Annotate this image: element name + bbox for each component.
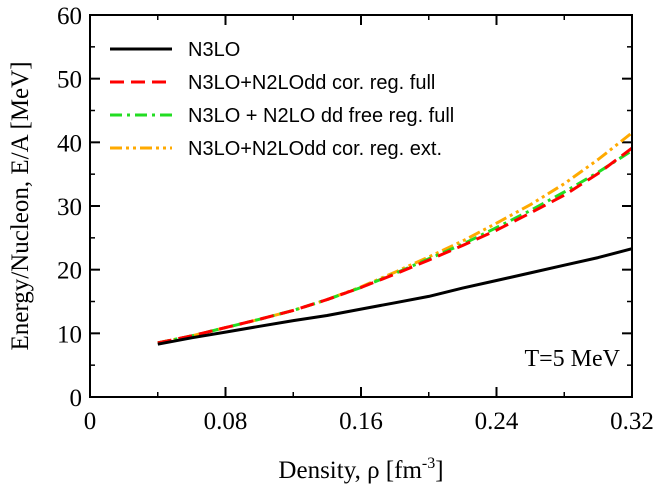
series-line-1 (157, 247, 633, 346)
x-tick-label: 0.16 (339, 408, 383, 435)
temperature-annotation: T=5 MeV (524, 346, 620, 372)
legend-label-4: N3LO+N2LOdd cor. reg. ext. (188, 138, 442, 160)
legend-label-3: N3LO + N2LO dd free reg. full (188, 105, 454, 127)
series-lines (157, 131, 633, 346)
y-tick-label: 50 (57, 67, 82, 94)
y-tick-label: 20 (57, 258, 82, 285)
x-tick-label: 0 (84, 408, 97, 435)
y-tick-label: 60 (57, 3, 82, 30)
legend: N3LO N3LO+N2LOdd cor. reg. full N3LO + N2L… (110, 39, 454, 160)
series-line-2 (157, 146, 633, 345)
x-tick-label: 0.24 (475, 408, 519, 435)
series-line-3 (157, 149, 633, 345)
y-tick-label: 30 (57, 194, 82, 221)
tick-labels: 0 0.08 0.16 0.24 0.32 0 10 20 30 40 50 60 (57, 3, 654, 435)
x-axis-label: Density, ρ [fm-3] (278, 455, 443, 484)
x-tick-label: 0.08 (204, 408, 248, 435)
y-axis-label: Energy/Nucleon, E/A [MeV] (7, 61, 34, 350)
x-tick-label: 0.32 (610, 408, 654, 435)
legend-label-1: N3LO (188, 39, 240, 61)
plot-frame (89, 14, 633, 398)
series-line-4 (157, 131, 633, 345)
y-tick-label: 0 (70, 385, 83, 412)
legend-label-2: N3LO+N2LOdd cor. reg. full (188, 72, 435, 94)
y-tick-label: 10 (57, 321, 82, 348)
y-tick-label: 40 (57, 130, 82, 157)
